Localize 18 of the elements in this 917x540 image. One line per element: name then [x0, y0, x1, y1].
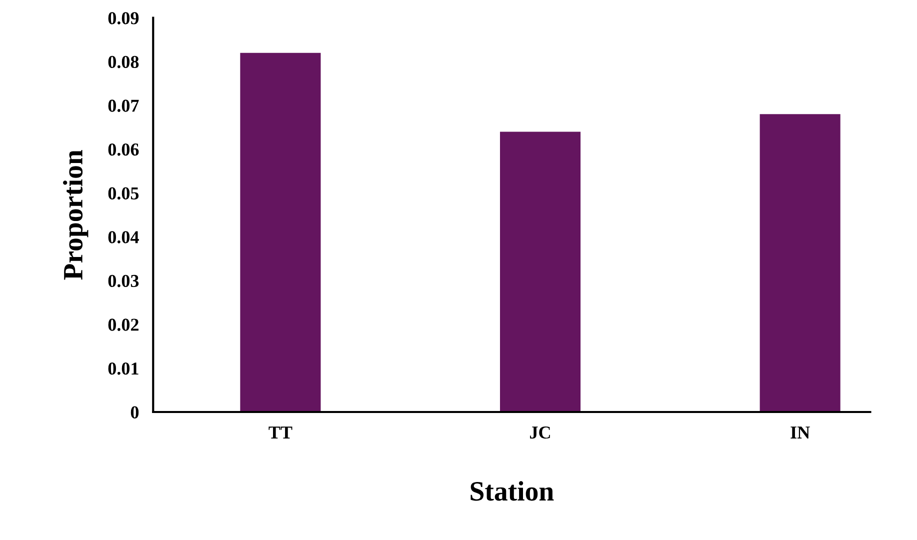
bar: [500, 132, 581, 412]
y-axis-title: Proportion: [63, 150, 88, 280]
y-tick-label: 0.03: [108, 274, 139, 288]
x-tick-label: TT: [268, 426, 292, 438]
y-tick-label: 0.04: [108, 231, 139, 244]
y-tick-label: 0.09: [108, 12, 139, 24]
y-tick-label: 0.06: [108, 143, 139, 156]
x-axis-title: Station: [470, 481, 554, 501]
bar: [240, 52, 321, 412]
bar: [760, 114, 840, 412]
x-tick-label: IN: [790, 426, 810, 438]
y-tick-label: 0.02: [108, 318, 138, 331]
y-tick-label: 0.05: [108, 187, 139, 200]
y-tick-label: 0: [130, 406, 139, 418]
y-tick-label: 0.01: [108, 362, 138, 375]
x-tick-label: JC: [530, 426, 550, 439]
y-tick-label: 0.07: [108, 100, 139, 112]
y-tick-label: 0.08: [108, 56, 139, 68]
